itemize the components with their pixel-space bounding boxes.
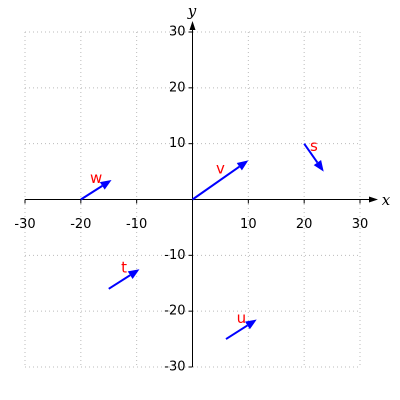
- vector: [191, 160, 249, 201]
- vector-shaft: [80, 185, 103, 201]
- vector-head: [313, 159, 324, 172]
- y-tick-label: -20: [164, 304, 185, 319]
- vector-label: w: [90, 169, 102, 187]
- vector-shaft: [191, 165, 240, 201]
- vector-label: s: [310, 137, 318, 155]
- x-axis-arrow: [369, 196, 378, 203]
- vector-head: [127, 269, 140, 279]
- y-tick-label: -10: [164, 248, 185, 263]
- y-tick-label: -30: [164, 360, 185, 375]
- x-tick-label: -30: [14, 217, 35, 232]
- vector-head: [236, 160, 249, 171]
- vector: [225, 319, 257, 340]
- y-axis-arrow: [189, 21, 196, 30]
- y-tick-label: 30: [169, 25, 186, 40]
- vector-head: [245, 319, 257, 330]
- x-tick-label: 30: [352, 217, 369, 232]
- x-axis-label: x: [382, 191, 391, 209]
- vector-label: v: [216, 159, 225, 177]
- vector-shaft: [303, 143, 319, 164]
- y-tick-label: 10: [169, 136, 186, 151]
- x-tick-label: 20: [296, 217, 313, 232]
- x-tick-label: -20: [70, 217, 91, 232]
- vector-head: [99, 179, 112, 190]
- y-axis-label: y: [187, 2, 197, 20]
- vector-shaft: [225, 324, 248, 340]
- x-tick-label: 10: [240, 217, 257, 232]
- y-tick-label: 20: [169, 80, 186, 95]
- x-tick-label: -10: [126, 217, 147, 232]
- vector: [108, 269, 140, 290]
- vector-label: u: [237, 309, 247, 327]
- vector-shaft: [108, 274, 131, 290]
- vector-label: t: [121, 259, 127, 277]
- vector: [80, 179, 112, 201]
- vector: [303, 143, 324, 172]
